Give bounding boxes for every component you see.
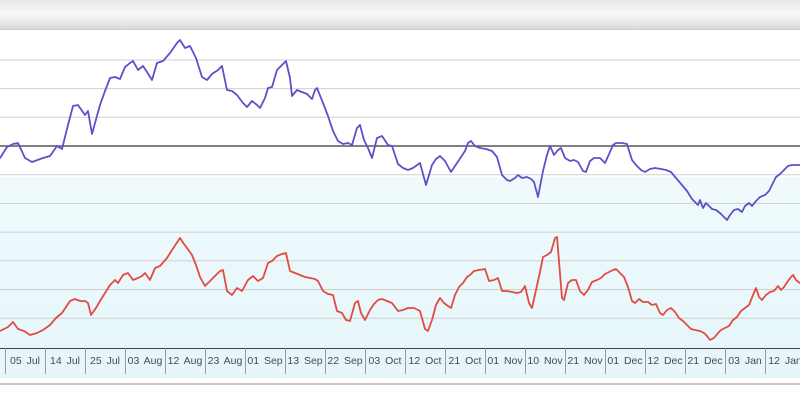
x-axis-label: 01 Sep — [247, 355, 283, 367]
x-axis-tick — [445, 348, 446, 374]
x-axis-tick — [405, 348, 406, 374]
x-axis-tick — [85, 348, 86, 374]
x-axis-tick — [165, 348, 166, 374]
x-axis-label: 01 Dec — [607, 355, 643, 367]
x-axis-tick — [765, 348, 766, 374]
bottom-divider — [0, 383, 800, 385]
x-axis-tick — [325, 348, 326, 374]
x-axis-tick — [45, 348, 46, 374]
x-axis-tick — [5, 348, 6, 374]
x-axis-label: 12 Dec — [647, 355, 683, 367]
x-axis-label: 03 Aug — [127, 355, 163, 367]
x-axis-tick — [605, 348, 606, 374]
x-axis-label: 14 Jul — [49, 355, 81, 367]
toolbar — [0, 0, 800, 30]
x-axis-label: 12 Oct — [408, 355, 442, 367]
x-axis-label: 25 Jul — [89, 355, 121, 367]
x-axis-label: 13 Sep — [287, 355, 323, 367]
x-axis-label: 03 Jan — [728, 355, 762, 367]
x-axis-tick — [245, 348, 246, 374]
x-axis-label: 10 Nov — [527, 355, 563, 367]
x-axis-label: 21 Dec — [687, 355, 723, 367]
x-axis-tick — [205, 348, 206, 374]
x-axis-tick — [645, 348, 646, 374]
x-axis: 05 Jul 14 Jul 25 Jul 03 Aug 12 Aug 23 Aug 01 S… — [0, 348, 800, 378]
x-axis-tick — [565, 348, 566, 374]
x-axis-tick — [285, 348, 286, 374]
x-axis-label: 12 Jan — [768, 355, 800, 367]
x-axis-label: 05 Jul — [9, 355, 41, 367]
x-axis-tick — [725, 348, 726, 374]
x-axis-label: 22 Sep — [327, 355, 363, 367]
x-axis-label: 21 Nov — [567, 355, 603, 367]
x-axis-label: 01 Nov — [487, 355, 523, 367]
x-axis-tick — [125, 348, 126, 374]
x-axis-line — [0, 348, 800, 349]
x-axis-label: 23 Aug — [207, 355, 243, 367]
x-axis-label: 03 Oct — [368, 355, 402, 367]
x-axis-tick — [365, 348, 366, 374]
x-axis-label: 21 Oct — [448, 355, 482, 367]
x-axis-tick — [525, 348, 526, 374]
x-axis-tick — [485, 348, 486, 374]
x-axis-tick — [685, 348, 686, 374]
x-axis-label: 12 Aug — [167, 355, 203, 367]
plot-area[interactable] — [0, 31, 800, 378]
